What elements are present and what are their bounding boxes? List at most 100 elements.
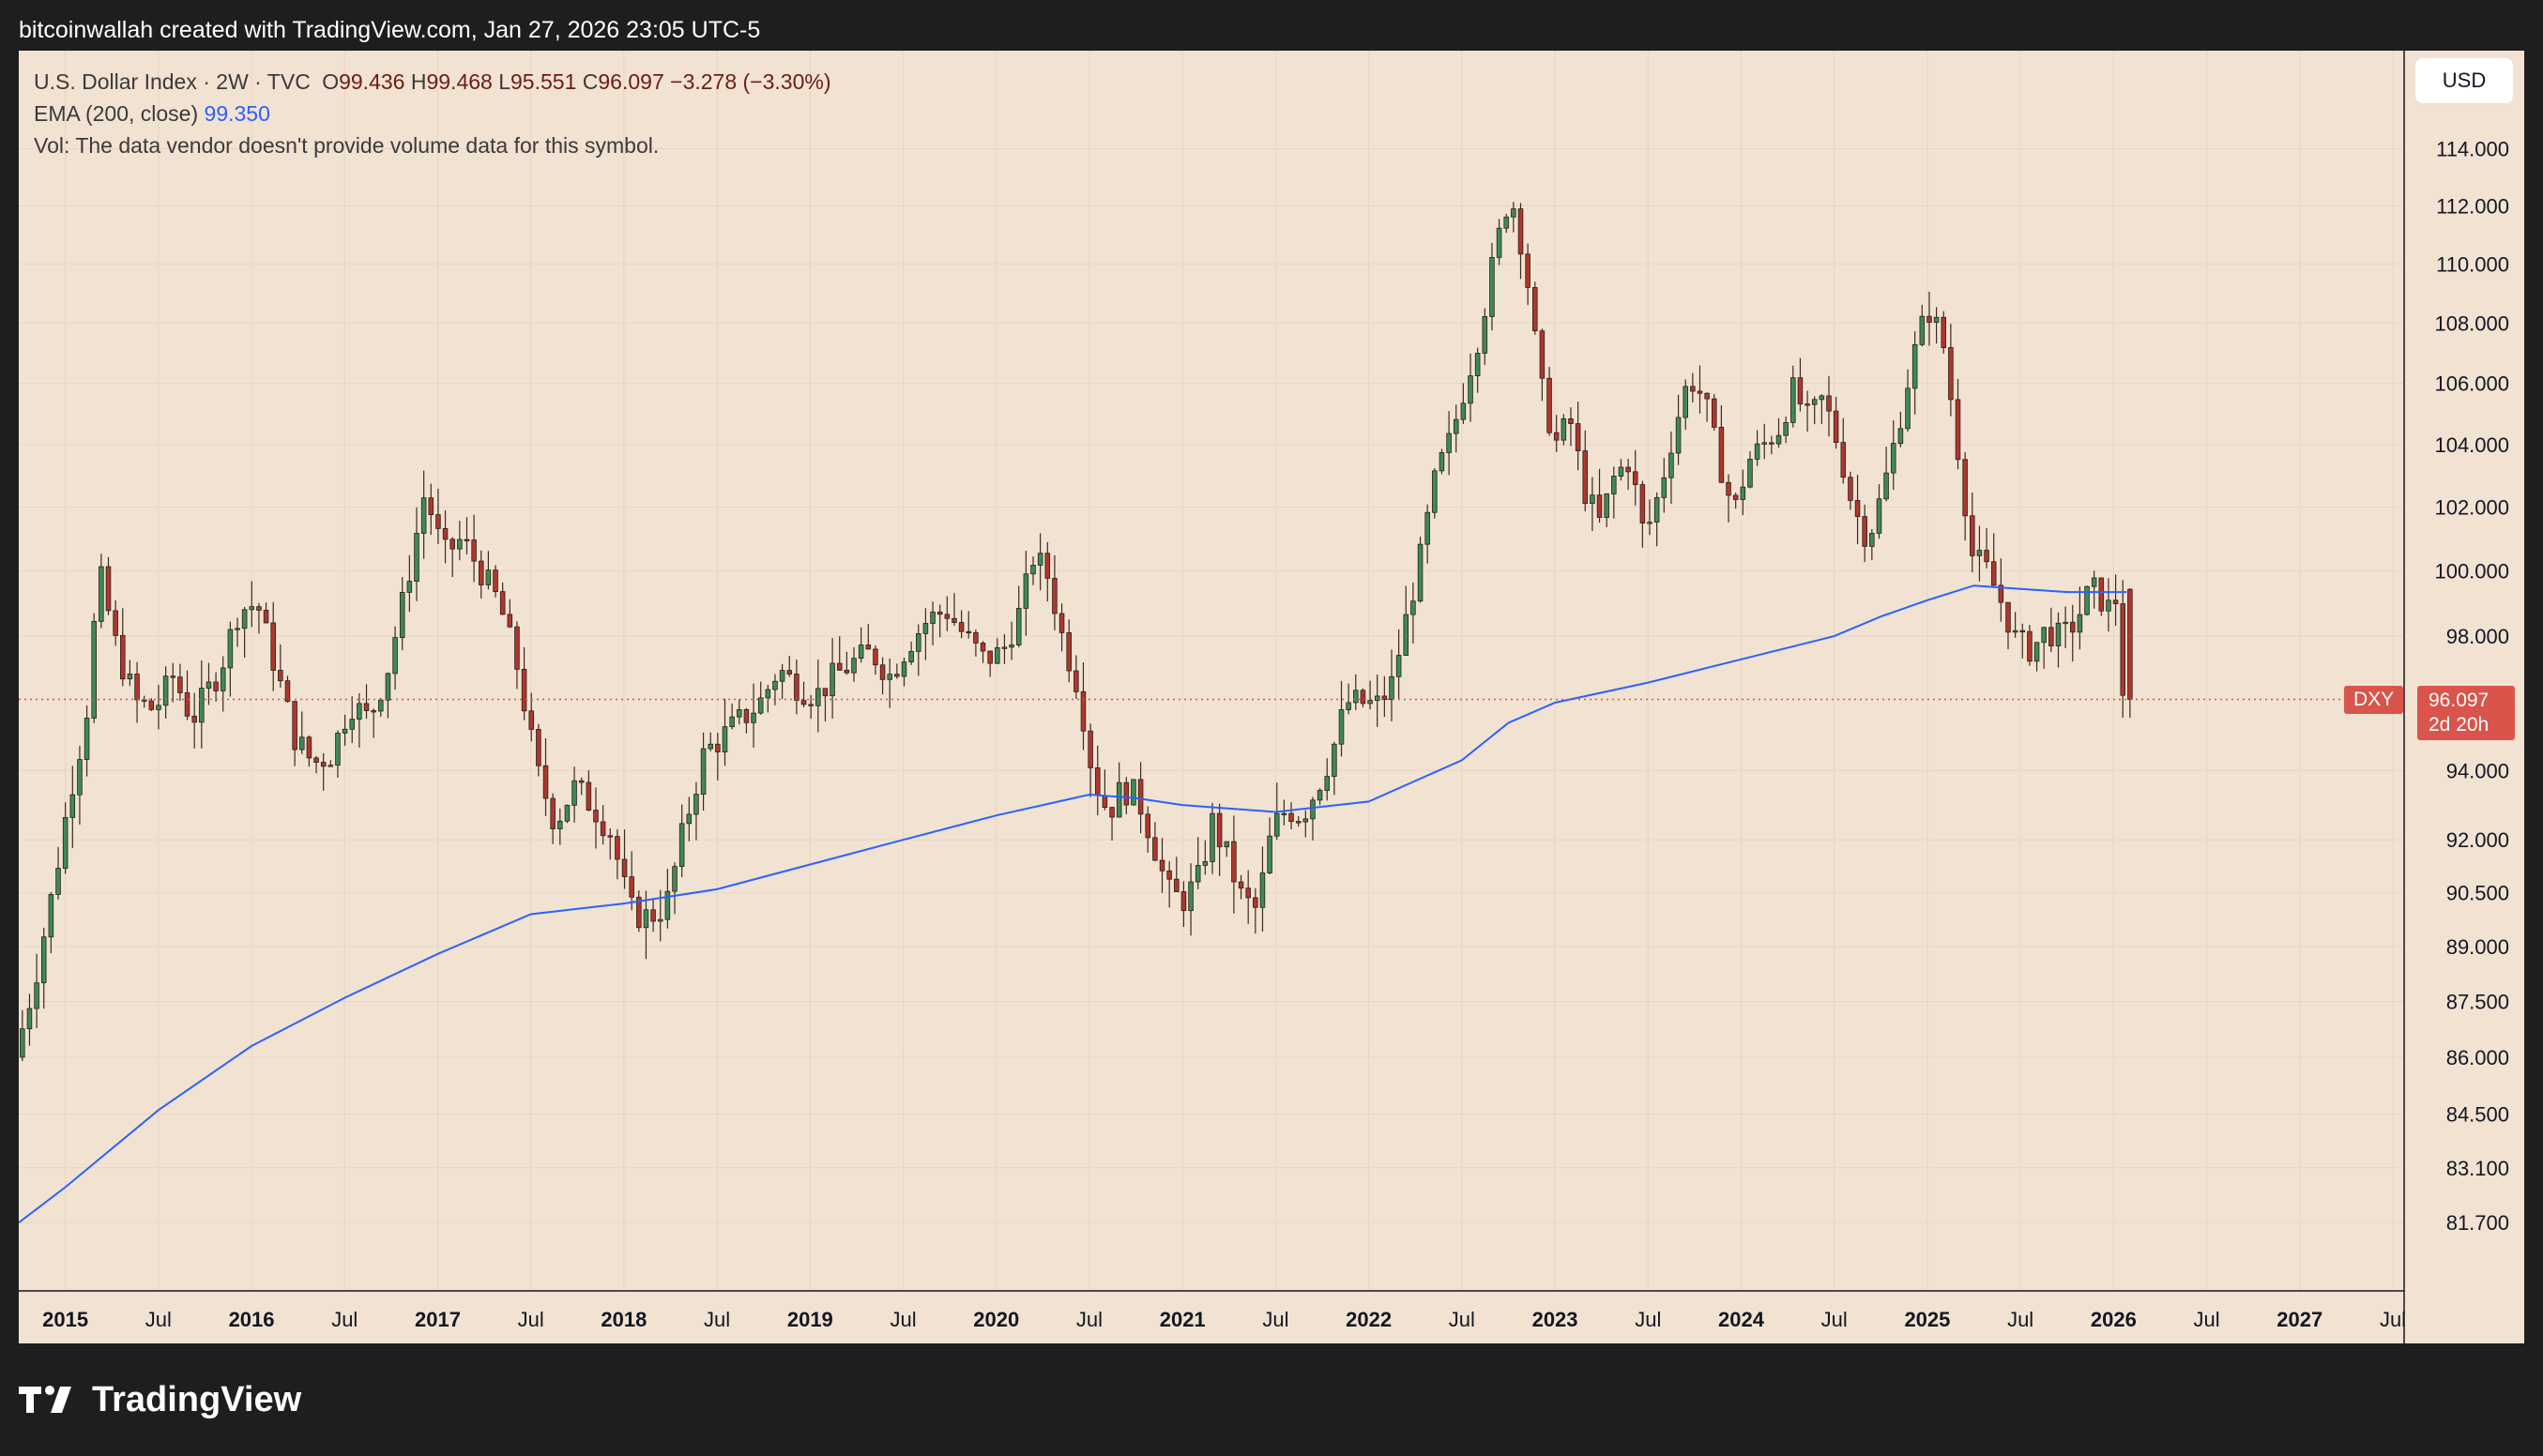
chart-panel[interactable]: 114.000 112.000 110.000 108.000 106.000 104.0… <box>19 51 2524 1343</box>
candle-up <box>77 759 83 796</box>
candle-up <box>1389 675 1394 700</box>
x-tick-label: Jul <box>704 1308 730 1331</box>
candle-down <box>636 896 642 929</box>
candle-down <box>1180 891 1187 912</box>
x-tick-label: 2024 <box>1718 1308 1765 1331</box>
symbol-name[interactable]: U.S. Dollar Index · 2W · TVC <box>34 69 311 94</box>
candle-up <box>1310 799 1316 820</box>
y-tick-label: 98.000 <box>2446 625 2509 648</box>
candle-down <box>586 781 592 811</box>
candle-up <box>1446 432 1452 453</box>
candlestick-chart[interactable]: 114.000 112.000 110.000 108.000 106.000 104.0… <box>19 51 2524 1343</box>
candle-down <box>442 527 449 540</box>
candle-up <box>1037 553 1043 566</box>
candle-down <box>1840 442 1847 478</box>
candle-up <box>241 609 248 629</box>
candle-up <box>34 982 39 1009</box>
candle-down <box>1094 767 1101 796</box>
candle-up <box>69 794 76 818</box>
candle-up <box>1410 600 1416 615</box>
candle-down <box>1360 690 1366 705</box>
candle-down <box>521 668 527 712</box>
candle-up <box>693 794 699 815</box>
candle-up <box>485 569 492 585</box>
candle-down <box>1955 399 1961 461</box>
candle-up <box>930 611 936 624</box>
candle-down <box>980 643 986 652</box>
candle-up <box>84 718 90 760</box>
candle-up <box>765 689 771 699</box>
candle-up <box>729 716 735 728</box>
candle-up <box>1424 511 1430 545</box>
candle-up <box>1911 343 1918 389</box>
candle-up <box>571 780 577 806</box>
candle-up <box>1353 690 1359 704</box>
candles <box>20 202 2133 1062</box>
candle-down <box>1926 315 1932 323</box>
candle-up <box>420 497 427 534</box>
y-tick-label: 81.700 <box>2446 1211 2509 1235</box>
candle-up <box>1819 395 1825 401</box>
x-tick-label: 2020 <box>973 1308 1019 1331</box>
candle-up <box>335 732 341 766</box>
candle-up <box>1338 709 1345 745</box>
ema-label[interactable]: EMA (200, close) <box>34 101 199 126</box>
candle-up <box>1561 417 1567 441</box>
candle-down <box>1948 347 1954 401</box>
candle-down <box>650 909 656 922</box>
candle-up <box>1683 386 1688 418</box>
candle-down <box>213 681 219 691</box>
candle-up <box>1015 608 1022 645</box>
candle-up <box>298 736 305 751</box>
candle-up <box>1883 472 1889 500</box>
candle-down <box>1174 878 1180 892</box>
candle-up <box>564 804 571 822</box>
candle-up <box>2091 577 2097 587</box>
candle-up <box>1224 841 1230 848</box>
candle-up <box>1460 402 1467 420</box>
candle-down <box>1797 377 1804 404</box>
candle-up <box>1496 227 1502 258</box>
candle-up <box>1511 208 1516 218</box>
candle-up <box>1432 470 1438 513</box>
candle-down <box>615 836 620 860</box>
axes: 114.000 112.000 110.000 108.000 106.000 104.0… <box>19 51 2509 1343</box>
candle-down <box>148 700 155 710</box>
candle-down <box>621 858 628 877</box>
candle-down <box>1517 208 1524 255</box>
candle-down <box>1941 316 1947 348</box>
candle-down <box>607 835 614 838</box>
candle-down <box>894 674 900 677</box>
candle-down <box>191 715 197 723</box>
candle-up <box>751 712 756 723</box>
x-tick-label: 2027 <box>2277 1308 2322 1331</box>
candle-down <box>1854 500 1861 518</box>
candle-down <box>966 630 972 634</box>
candle-up <box>678 823 685 868</box>
candle-up <box>349 719 356 730</box>
candle-down <box>1058 613 1065 633</box>
candle-down <box>306 736 312 759</box>
candle-up <box>1905 387 1911 430</box>
candle-up <box>1439 452 1445 472</box>
y-tick-label: 106.000 <box>2434 372 2509 396</box>
candle-up <box>657 918 663 922</box>
x-tick-label: 2017 <box>415 1308 461 1331</box>
candle-up <box>62 817 69 869</box>
candle-down <box>987 650 993 664</box>
candle-up <box>858 645 864 660</box>
candle-up <box>342 728 348 734</box>
x-tick-label: Jul <box>2194 1308 2220 1331</box>
currency-selector[interactable]: USD <box>2415 58 2513 103</box>
candle-down <box>528 710 535 730</box>
candle-down <box>715 743 721 752</box>
candle-down <box>1553 432 1560 441</box>
candle-down <box>1697 390 1703 394</box>
candle-up <box>1023 573 1029 609</box>
candle-down <box>2005 601 2011 633</box>
x-tick-label: 2023 <box>1532 1308 1578 1331</box>
candle-down <box>2019 629 2026 633</box>
candle-up <box>2012 629 2018 633</box>
candle-down <box>1732 494 1739 500</box>
candle-down <box>743 709 750 723</box>
